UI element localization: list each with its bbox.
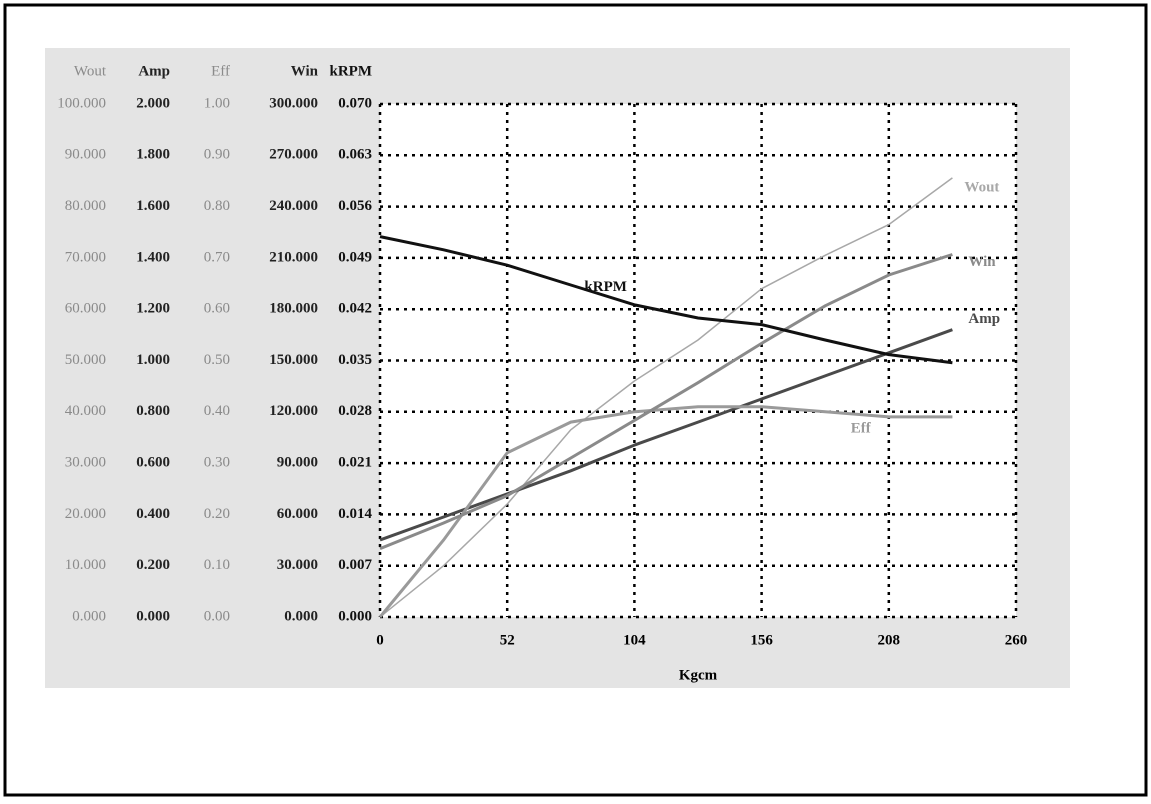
series-label: Win [968,254,996,270]
series-label: Wout [964,179,999,195]
y-tick-label: 0.007 [338,557,372,573]
x-tick-label: 104 [623,632,646,648]
series-line [379,177,953,618]
y-tick-label: 20.000 [65,506,106,522]
y-tick-label: 0.70 [204,249,230,265]
y-tick-label: 50.000 [65,352,106,368]
y-axis-title: Win [291,63,319,79]
y-tick-label: 60.000 [277,506,318,522]
series-line [379,328,953,542]
y-tick-label: 300.000 [269,95,318,111]
y-tick-label: 0.20 [204,506,230,522]
y-tick-label: 0.014 [338,506,372,522]
series-label: kRPM [584,279,627,295]
y-tick-label: 0.90 [204,147,230,163]
x-tick-label: 208 [878,632,901,648]
y-tick-label: 0.049 [338,249,372,265]
x-tick-label: 0 [376,632,384,648]
y-tick-label: 1.600 [136,198,170,214]
y-tick-label: 1.400 [136,249,170,265]
x-tick-label: 156 [750,632,773,648]
y-tick-label: 210.000 [269,249,318,265]
y-axis-title: Wout [74,63,107,79]
y-tick-label: 1.00 [204,95,230,111]
y-tick-label: 0.800 [136,403,170,419]
y-tick-label: 0.30 [204,455,230,471]
y-tick-label: 0.80 [204,198,230,214]
y-tick-label: 180.000 [269,301,318,317]
y-tick-label: 70.000 [65,249,106,265]
y-axis-title: Eff [211,63,230,79]
y-tick-label: 0.028 [338,403,372,419]
y-tick-label: 0.50 [204,352,230,368]
y-tick-label: 150.000 [269,352,318,368]
y-tick-label: 120.000 [269,403,318,419]
y-tick-label: 0.070 [338,95,372,111]
series-line [379,235,953,365]
series-label: Eff [851,420,872,436]
y-tick-label: 60.000 [65,301,106,317]
y-tick-label: 0.00 [204,608,230,624]
y-tick-label: 1.800 [136,147,170,163]
y-tick-label: 0.400 [136,506,170,522]
x-tick-label: 260 [1005,632,1028,648]
y-tick-label: 2.000 [136,95,170,111]
y-tick-label: 90.000 [65,147,106,163]
x-tick-label: 52 [500,632,515,648]
y-tick-label: 0.10 [204,557,230,573]
y-tick-label: 0.000 [284,608,318,624]
y-tick-label: 0.042 [338,301,372,317]
y-tick-label: 270.000 [269,147,318,163]
y-tick-label: 30.000 [65,455,106,471]
series-line [379,253,953,550]
y-tick-label: 0.035 [338,352,372,368]
y-axis-title: Amp [138,63,170,79]
y-tick-label: 0.60 [204,301,230,317]
series-line [378,405,953,618]
y-tick-label: 80.000 [65,198,106,214]
y-tick-label: 0.000 [338,608,372,624]
y-tick-label: 1.000 [136,352,170,368]
y-tick-label: 0.600 [136,455,170,471]
y-tick-label: 10.000 [65,557,106,573]
y-tick-label: 100.000 [57,95,106,111]
y-tick-label: 0.200 [136,557,170,573]
series-label: Amp [968,311,1000,327]
y-tick-label: 0.40 [204,403,230,419]
y-tick-label: 240.000 [269,198,318,214]
x-axis-title: Kgcm [679,667,718,683]
y-axis-title: kRPM [330,63,373,79]
y-tick-label: 0.056 [338,198,372,214]
y-tick-label: 30.000 [277,557,318,573]
plot-area [380,104,1016,617]
y-tick-label: 1.200 [136,301,170,317]
y-tick-label: 0.000 [72,608,106,624]
y-tick-label: 0.000 [136,608,170,624]
y-tick-label: 0.063 [338,147,372,163]
y-tick-label: 0.021 [338,455,372,471]
y-tick-label: 40.000 [65,403,106,419]
y-tick-label: 90.000 [277,455,318,471]
